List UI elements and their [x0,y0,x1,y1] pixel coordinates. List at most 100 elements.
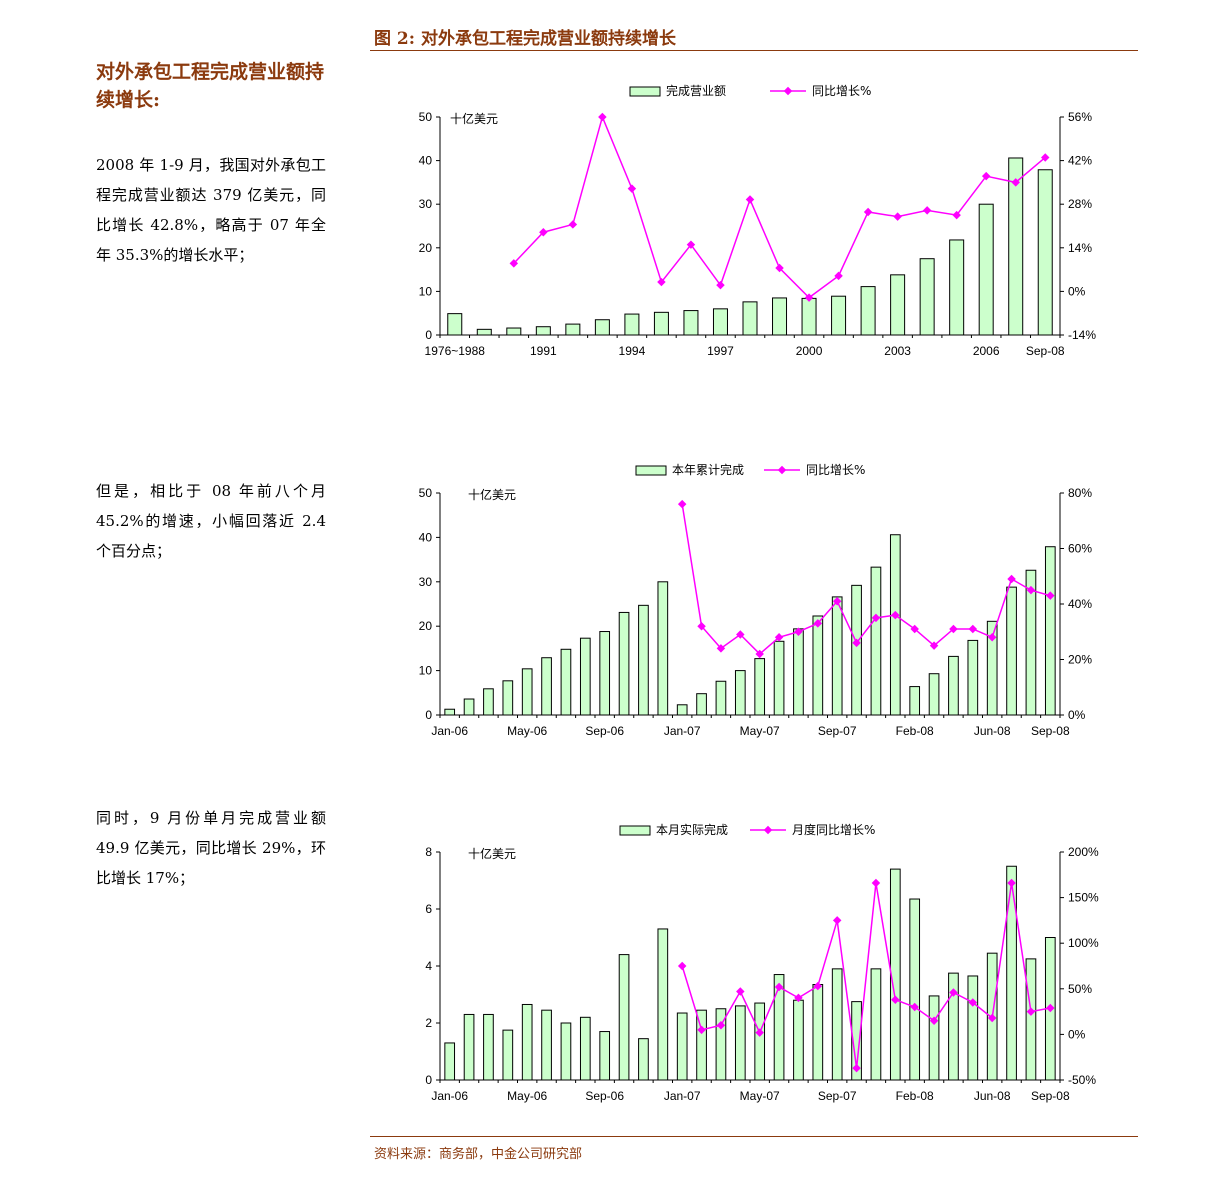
bar [812,615,824,716]
bar [754,1002,766,1081]
bar [890,274,906,336]
bar [1006,865,1017,1081]
bar [801,297,817,336]
bar [1006,586,1017,716]
legend-line-label: 月度同比增长% [792,822,875,837]
bar [889,534,901,716]
unit-label: 十亿美元 [468,846,516,861]
bar [967,639,979,716]
y-left-tick-label: 30 [419,575,433,589]
sidebar-paragraph-1: 2008 年 1-9 月，我国对外承包工程完成营业额达 379 亿美元，同比增长… [96,156,326,264]
line-point [509,259,519,268]
bar [909,686,921,716]
legend-line-marker [783,86,793,96]
x-tick-label: Feb-08 [896,1089,934,1103]
line-point [832,596,842,606]
x-tick-label: Feb-08 [896,724,934,738]
x-tick-label: Sep-06 [585,724,624,738]
x-tick-label: Sep-08 [1031,1089,1070,1103]
bar [1008,157,1024,336]
line-point [539,227,548,237]
y-left-tick-label: 8 [425,845,432,859]
y-left-tick-label: 40 [419,154,433,168]
chart-cumulative-ytd: 本年累计完成 同比增长% 十亿美元 0 10 20 30 40 50 0% 20% 40% 60% 80%… [419,462,1093,738]
bar [831,596,843,716]
legend-bar-swatch [619,825,651,836]
bar [793,999,804,1081]
line-point [871,878,881,888]
legend-bar-label: 本月实际完成 [656,822,728,837]
y-right-tick-label: 20% [1068,653,1092,667]
line-series [681,882,1051,1069]
bar [657,581,669,716]
line-point [804,293,814,302]
y-right-tick-label: 56% [1068,110,1092,124]
bar [624,313,640,336]
bar [476,328,492,336]
y-left-tick-label: 2 [425,1016,432,1030]
x-tick-label: Jun-08 [974,724,1011,738]
line-point [968,624,978,634]
x-tick-label: May-07 [740,724,780,738]
x-tick-label: Jan-07 [664,724,701,738]
y-left-tick-label: 10 [419,284,433,298]
line-point [852,638,861,648]
line-point [677,499,687,509]
line-point [736,987,745,996]
bar [831,295,847,336]
bar [653,311,669,336]
x-tick-label: Sep-07 [818,724,857,738]
bar [1025,958,1037,1081]
y-left-tick-label: 20 [419,619,433,633]
x-tick-label: 1976~1988 [425,344,486,358]
bar [793,628,804,716]
y-left-tick-label: 0 [425,708,432,722]
legend-line-marker [777,465,787,475]
bar [541,657,552,716]
y-right-tick-label: 80% [1068,486,1092,500]
y-right-tick-label: -14% [1068,328,1096,342]
bar [812,984,824,1081]
legend-bar-label: 完成营业额 [666,83,726,98]
y-left-tick-label: 30 [419,197,433,211]
line-point [1026,1007,1036,1016]
y-right-tick-label: 50% [1068,982,1092,996]
line-point [745,195,755,204]
y-left-tick-label: 0 [425,1073,432,1087]
y-right-tick-label: -50% [1068,1073,1096,1087]
bar [967,975,979,1081]
y-right-tick-label: 0% [1068,284,1086,298]
bar [948,972,959,1081]
line-point [863,207,873,217]
x-tick-label: May-06 [507,1089,547,1103]
bar [535,326,551,336]
bar [579,1016,591,1081]
bar [742,301,758,336]
line-point [1046,1003,1055,1013]
line-point [716,644,726,653]
bar [638,604,649,716]
bottom-rule [370,1136,1138,1137]
bar [851,584,862,716]
x-tick-label: Jan-06 [431,1089,468,1103]
y-left-tick-label: 4 [425,959,432,973]
bar [870,968,882,1081]
x-tick-label: 1997 [707,344,734,358]
legend-line-label: 同比增长% [812,84,871,98]
bar [949,239,965,336]
x-tick-label: May-07 [740,1089,780,1103]
top-rule [370,50,1138,51]
bar [444,708,456,716]
line-point [891,610,900,620]
bar [919,258,935,336]
bar [594,319,610,336]
bar [676,704,688,716]
bar [986,620,998,716]
bar [734,670,746,716]
bar [1025,569,1037,716]
sidebar-heading: 对外承包工程完成营业额持续增长: [96,61,325,111]
bar [599,631,611,716]
line-point [736,630,745,639]
x-tick-label: 1994 [619,344,646,358]
line-point [922,206,932,215]
